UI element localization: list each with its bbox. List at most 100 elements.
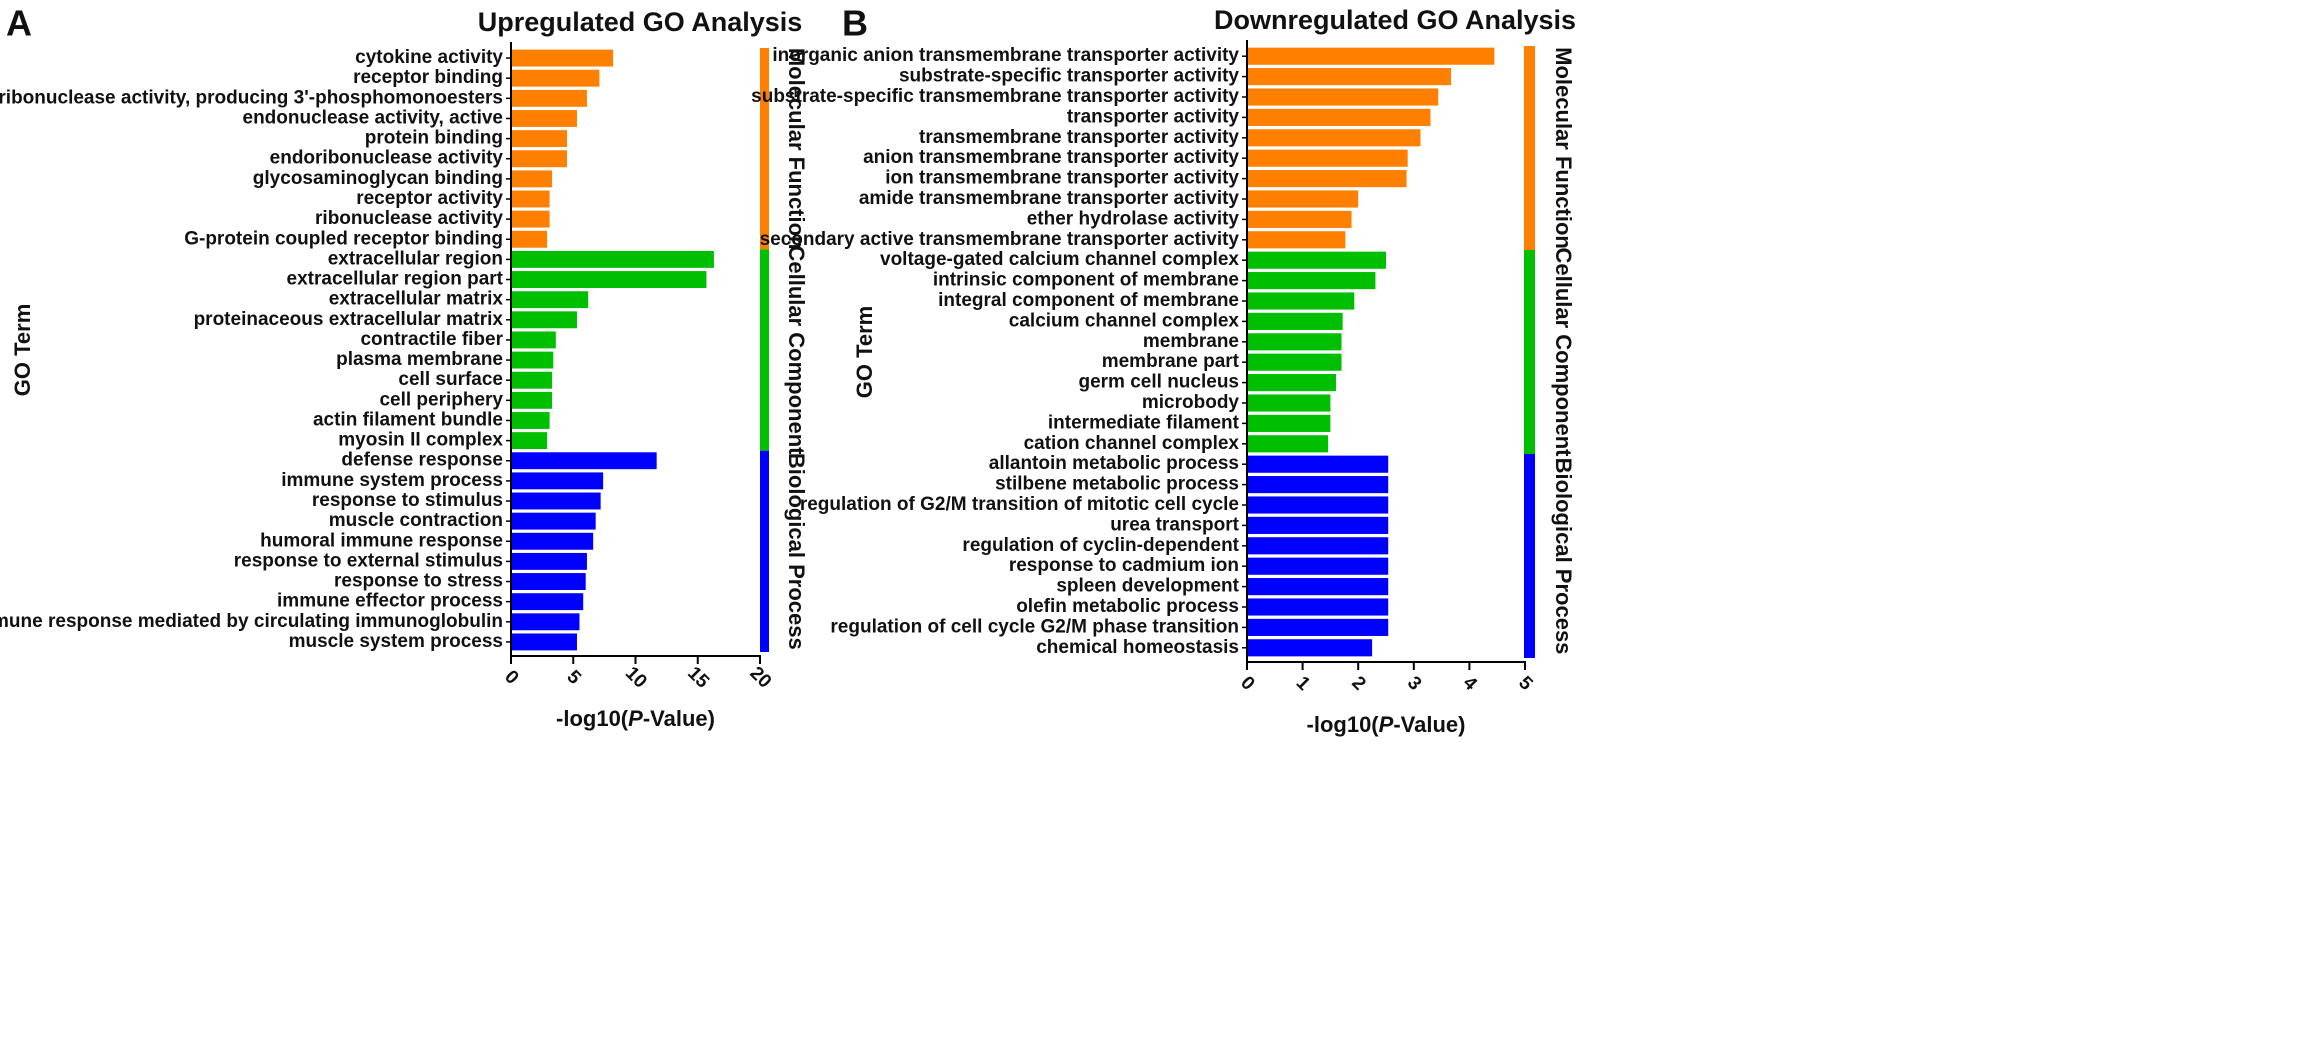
panel-a-upregulated: A Upregulated GO Analysis GO Term cytokine … <box>0 3 809 731</box>
term-label-extracellular-matrix: extracellular matrix <box>329 289 504 310</box>
category-strip-cellular-component <box>1524 250 1535 454</box>
x-axis-title: -log10(P-Value) <box>1307 712 1466 737</box>
term-label-cell-periphery: cell periphery <box>379 389 503 410</box>
bar-humoral-immune-response-mediated-by-circulating-immunoglobulin <box>511 613 580 631</box>
term-label-allantoin-metabolic-process: allantoin metabolic process <box>989 453 1239 474</box>
term-label-transporter-activity: transporter activity <box>1067 106 1240 127</box>
bar-substrate-specific-transporter-activity <box>1247 68 1452 86</box>
y-axis-title: GO Term <box>852 306 877 399</box>
bar-membrane-part <box>1247 353 1342 371</box>
bar-endoribonuclease-activity-producing-3-phosphomonoesters <box>511 89 587 107</box>
term-label-voltage-gated-calcium-channel-complex: voltage-gated calcium channel complex <box>880 249 1239 270</box>
term-label-intermediate-filament: intermediate filament <box>1048 412 1240 433</box>
term-label-ion-transmembrane-transporter-activity: ion transmembrane transporter activity <box>885 168 1239 189</box>
bar-protein-binding <box>511 130 568 148</box>
bar-humoral-immune-response <box>511 532 594 550</box>
term-label-proteinaceous-extracellular-matrix: proteinaceous extracellular matrix <box>194 309 504 330</box>
bar-cell-surface <box>511 371 553 389</box>
term-label-transmembrane-transporter-activity: transmembrane transporter activity <box>919 127 1239 148</box>
bar-chemical-homeostasis <box>1247 639 1373 657</box>
chart-title: Upregulated GO Analysis <box>478 7 803 37</box>
bar-transmembrane-transporter-activity <box>1247 129 1421 147</box>
term-label-olefin-metabolic-process: olefin metabolic process <box>1016 596 1239 617</box>
bar-secondary-active-transmembrane-transporter-activity <box>1247 231 1346 249</box>
term-label-receptor-activity: receptor activity <box>356 188 503 209</box>
y-axis-title: GO Term <box>10 304 35 397</box>
panel-letter: B <box>842 3 868 44</box>
category-label-cellular-component: Cellular Component <box>784 245 809 455</box>
bar-immune-effector-process <box>511 593 584 611</box>
term-label-amide-transmembrane-transporter-activity: amide transmembrane transporter activity <box>859 188 1240 209</box>
term-label-regulation-of-g2-m-transition-of-mitotic-cell-cycle: regulation of G2/M transition of mitotic… <box>800 494 1239 515</box>
category-strip-molecular-function <box>1524 46 1535 250</box>
x-axis-title-italic: P <box>628 706 643 731</box>
term-label-extracellular-region-part: extracellular region part <box>287 269 504 290</box>
bar-response-to-external-stimulus <box>511 552 587 570</box>
x-axis-title-prefix: -log10( <box>1307 712 1380 737</box>
term-label-muscle-contraction: muscle contraction <box>329 510 503 531</box>
term-label-chemical-homeostasis: chemical homeostasis <box>1036 637 1239 658</box>
category-label-cellular-component: Cellular Component <box>1551 247 1576 457</box>
term-label-immune-system-process: immune system process <box>281 470 503 491</box>
term-label-spleen-development: spleen development <box>1056 576 1239 597</box>
category-strip-molecular-function <box>760 48 769 250</box>
term-label-ether-hydrolase-activity: ether hydrolase activity <box>1027 208 1240 229</box>
term-label-g-protein-coupled-receptor-binding: G-protein coupled receptor binding <box>184 228 503 249</box>
category-strip-cellular-component <box>760 249 769 451</box>
bar-response-to-stimulus <box>511 492 601 510</box>
term-label-cell-surface: cell surface <box>398 369 503 390</box>
bar-response-to-stress <box>511 573 586 590</box>
panel-b-downregulated: B Downregulated GO Analysis GO Term inorgan… <box>751 3 1576 737</box>
term-label-secondary-active-transmembrane-transporter-activity: secondary active transmembrane transport… <box>760 229 1240 250</box>
x-axis-title-italic: P <box>1379 712 1394 737</box>
term-label-myosin-ii-complex: myosin II complex <box>338 430 503 451</box>
bar-urea-transport <box>1247 516 1389 534</box>
bar-defense-response <box>511 452 657 470</box>
bar-glycosaminoglycan-binding <box>511 170 553 188</box>
bar-immune-system-process <box>511 472 604 490</box>
term-label-actin-filament-bundle: actin filament bundle <box>313 409 503 430</box>
term-label-response-to-cadmium-ion: response to cadmium ion <box>1009 555 1239 576</box>
x-axis-title-suffix: -Value) <box>643 706 715 731</box>
bar-ether-hydrolase-activity <box>1247 210 1352 228</box>
term-label-glycosaminoglycan-binding: glycosaminoglycan binding <box>253 168 503 189</box>
term-label-endoribonuclease-activity: endoribonuclease activity <box>270 148 504 169</box>
term-label-endonuclease-activity-active: endonuclease activity, active <box>243 107 504 128</box>
bar-voltage-gated-calcium-channel-complex <box>1247 251 1386 269</box>
bar-stilbene-metabolic-process <box>1247 476 1389 494</box>
term-label-anion-transmembrane-transporter-activity: anion transmembrane transporter activity <box>863 147 1239 168</box>
term-label-immune-effector-process: immune effector process <box>277 591 503 612</box>
term-label-substrate-specific-transmembrane-transporter-activity: substrate-specific transmembrane transpo… <box>751 86 1239 107</box>
bar-extracellular-matrix <box>511 291 589 309</box>
term-label-response-to-stress: response to stress <box>334 571 503 592</box>
bar-germ-cell-nucleus <box>1247 374 1336 392</box>
term-label-cation-channel-complex: cation channel complex <box>1024 433 1240 454</box>
bar-receptor-activity <box>511 190 550 208</box>
category-label-biological-process: Biological Process <box>784 453 809 650</box>
bar-regulation-of-g2-m-transition-of-mitotic-cell-cycle <box>1247 496 1389 514</box>
bar-microbody <box>1247 394 1331 412</box>
bar-substrate-specific-transmembrane-transporter-activity <box>1247 88 1439 106</box>
term-label-response-to-stimulus: response to stimulus <box>312 490 503 511</box>
term-label-substrate-specific-transporter-activity: substrate-specific transporter activity <box>899 66 1239 87</box>
bar-proteinaceous-extracellular-matrix <box>511 311 577 329</box>
bar-actin-filament-bundle <box>511 412 550 429</box>
term-label-stilbene-metabolic-process: stilbene metabolic process <box>995 474 1239 495</box>
category-label-biological-process: Biological Process <box>1551 458 1576 655</box>
term-label-extracellular-region: extracellular region <box>328 248 503 269</box>
bar-cation-channel-complex <box>1247 435 1329 453</box>
bar-spleen-development <box>1247 578 1389 596</box>
bar-inorganic-anion-transmembrane-transporter-activity <box>1247 47 1495 65</box>
term-label-membrane-part: membrane part <box>1102 351 1240 372</box>
bar-extracellular-region-part <box>511 271 707 288</box>
term-label-calcium-channel-complex: calcium channel complex <box>1009 310 1240 331</box>
bar-extracellular-region <box>511 250 714 268</box>
bar-contractile-fiber <box>511 331 556 349</box>
x-axis-title: -log10(P-Value) <box>556 706 715 731</box>
term-label-ribonuclease-activity: ribonuclease activity <box>315 208 503 229</box>
term-label-cytokine-activity: cytokine activity <box>355 47 503 68</box>
term-label-integral-component-of-membrane: integral component of membrane <box>938 290 1239 311</box>
term-label-microbody: microbody <box>1142 392 1240 413</box>
term-label-humoral-immune-response: humoral immune response <box>260 530 503 551</box>
